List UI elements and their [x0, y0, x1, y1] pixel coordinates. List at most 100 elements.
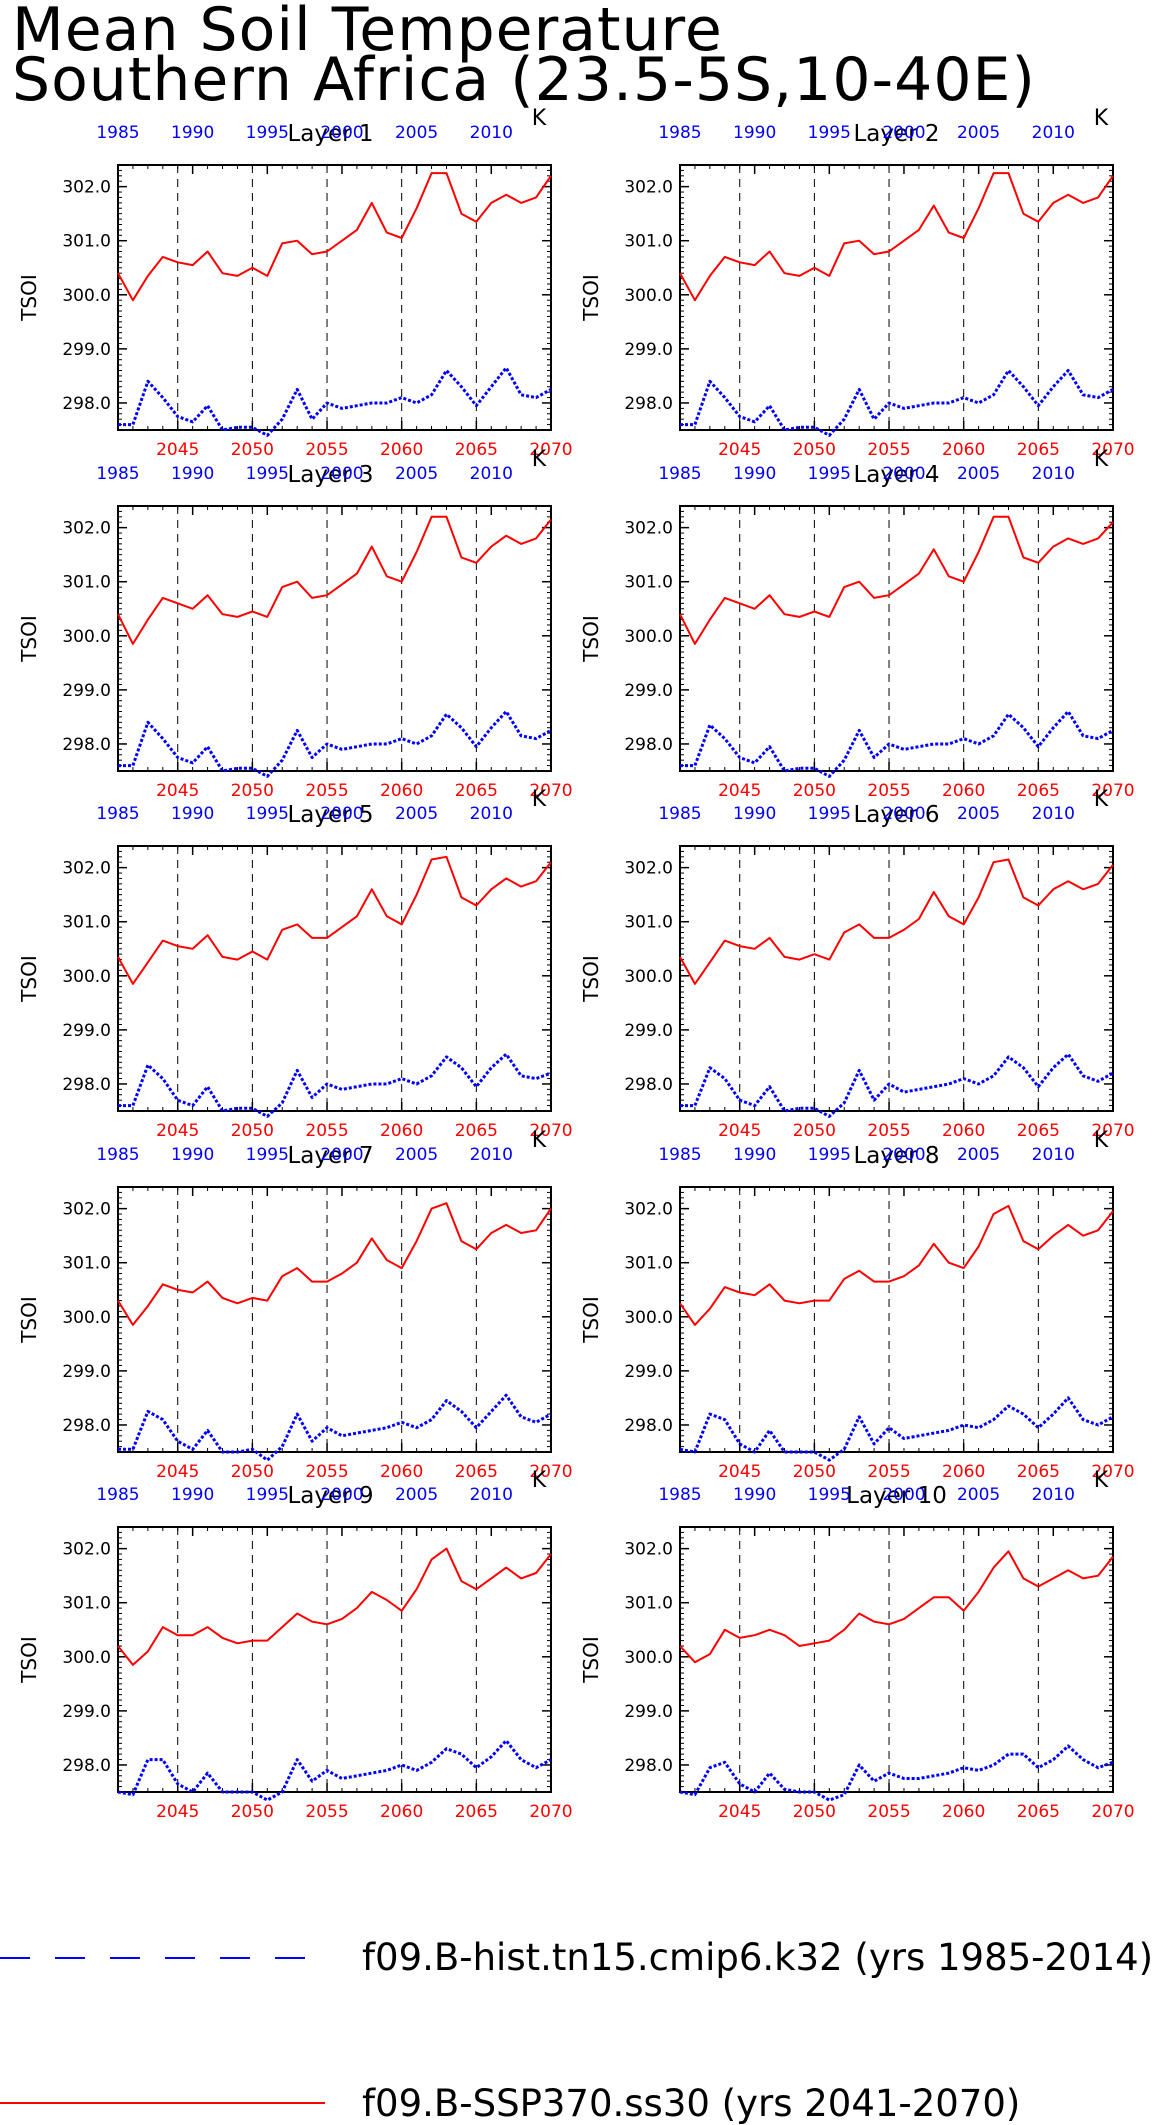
- panel-1-x-tick-label-top: 2010: [470, 123, 513, 143]
- panel-1-y-tick-label: 298.0: [62, 394, 111, 414]
- panel-3-x-tick-label-top: 1990: [171, 464, 214, 484]
- panel-9-series-hist: [117, 1739, 552, 1802]
- panel-10-series-ssp370: [679, 1550, 1114, 1664]
- panel-7-x-tick-label-bottom: 2050: [231, 1462, 274, 1482]
- panel-10-y-tick-label: 298.0: [624, 1756, 673, 1776]
- panel-5-x-tick-label-top: 2005: [395, 804, 438, 824]
- panel-5-y-axis-label: TSOI: [17, 955, 41, 1003]
- panel-6-x-tick-label-top: 2000: [882, 804, 925, 824]
- panel-9-x-tick-label-bottom: 2065: [455, 1802, 498, 1822]
- panel-9-x-tick-label-bottom: 2055: [305, 1802, 348, 1822]
- panel-6-x-tick-label-top: 2010: [1032, 804, 1075, 824]
- panel-10-y-tick-label: 301.0: [624, 1594, 673, 1614]
- panel-10-y-tick-label: 300.0: [624, 1648, 673, 1668]
- panel-3-x-tick-label-top: 2010: [470, 464, 513, 484]
- panel-9-x-tick-label-bottom: 2045: [156, 1802, 199, 1822]
- panel-1-x-tick-label-bottom: 2065: [455, 440, 498, 460]
- panel-7-y-tick-label: 299.0: [62, 1362, 111, 1382]
- panel-4-x-tick-label-top: 1990: [733, 464, 776, 484]
- panel-9-y-tick-label: 301.0: [62, 1594, 111, 1614]
- panel-2-x-tick-label-bottom: 2060: [942, 440, 985, 460]
- panel-10-x-tick-label-bottom: 2070: [1091, 1802, 1134, 1822]
- panel-8-x-tick-label-top: 2000: [882, 1145, 925, 1165]
- panel-10-x-tick-label-bottom: 2045: [718, 1802, 761, 1822]
- panel-3-x-tick-label-top: 1995: [246, 464, 289, 484]
- panel-10-x-tick-label-bottom: 2065: [1017, 1802, 1060, 1822]
- panel-4-y-tick-label: 302.0: [624, 519, 673, 539]
- panel-7-x-tick-label-top: 1990: [171, 1145, 214, 1165]
- panel-4-series-ssp370: [679, 515, 1114, 645]
- panel-9-title: Layer 9: [287, 1483, 373, 1509]
- panel-5-x-tick-label-top: 1990: [171, 804, 214, 824]
- panel-7-x-tick-label-bottom: 2060: [380, 1462, 423, 1482]
- panel-3-x-tick-label-top: 2000: [320, 464, 363, 484]
- panel-2-units-label: K: [1094, 106, 1109, 131]
- panel-8-x-tick-label-top: 2010: [1032, 1145, 1075, 1165]
- panel-3-x-tick-label-top: 1985: [96, 464, 139, 484]
- panel-5-y-tick-label: 301.0: [62, 913, 111, 933]
- panel-5-title: Layer 5: [287, 802, 373, 828]
- panel-4-y-tick-label: 299.0: [624, 681, 673, 701]
- chart-title-line-2: Southern Africa (23.5-5S,10-40E): [12, 45, 1036, 115]
- panel-1-y-tick-label: 301.0: [62, 232, 111, 252]
- panel-6-x-tick-label-top: 1990: [733, 804, 776, 824]
- panel-5-y-tick-label: 302.0: [62, 859, 111, 879]
- panel-2-x-tick-label-top: 1985: [658, 123, 701, 143]
- panel-1-series-ssp370: [117, 172, 552, 302]
- panel-10-x-tick-label-bottom: 2060: [942, 1802, 985, 1822]
- panel-3-frame: [117, 505, 552, 772]
- panel-1-x-tick-label-top: 2000: [320, 123, 363, 143]
- panel-5-x-tick-label-top: 1985: [96, 804, 139, 824]
- panel-1-x-tick-label-bottom: 2055: [305, 440, 348, 460]
- panel-2-x-tick-label-top: 2000: [882, 123, 925, 143]
- panel-3-y-tick-label: 298.0: [62, 735, 111, 755]
- panel-5-x-tick-label-top: 2000: [320, 804, 363, 824]
- panel-5-x-tick-label-bottom: 2060: [380, 1121, 423, 1141]
- panel-9-x-tick-label-top: 2000: [320, 1485, 363, 1505]
- panel-1-units-label: K: [532, 106, 547, 131]
- panel-10-y-tick-label: 302.0: [624, 1540, 673, 1560]
- panel-7-x-tick-label-bottom: 2045: [156, 1462, 199, 1482]
- panel-2-title: Layer 2: [853, 121, 939, 147]
- panel-6-x-tick-label-top: 1985: [658, 804, 701, 824]
- panel-9-series-ssp370: [117, 1547, 552, 1666]
- panel-5-x-tick-label-top: 1995: [246, 804, 289, 824]
- panel-6-title: Layer 6: [853, 802, 939, 828]
- panel-4-frame: [679, 505, 1114, 772]
- panel-1-series-hist: [118, 366, 552, 437]
- panel-6-x-tick-label-bottom: 2045: [718, 1121, 761, 1141]
- panel-10-frame: [679, 1526, 1114, 1793]
- panel-1-y-tick-label: 300.0: [62, 286, 111, 306]
- panel-9-x-tick-label-bottom: 2050: [231, 1802, 274, 1822]
- panel-9-x-tick-label-bottom: 2070: [529, 1802, 572, 1822]
- panel-1-y-axis-label: TSOI: [17, 274, 41, 322]
- panel-8-title: Layer 8: [853, 1143, 939, 1169]
- panel-6-y-tick-label: 301.0: [624, 913, 673, 933]
- panel-3-x-tick-label-bottom: 2065: [455, 781, 498, 801]
- panel-4-title: Layer 4: [853, 462, 939, 488]
- panel-10-x-tick-label-top: 1985: [658, 1485, 701, 1505]
- panel-4-x-tick-label-bottom: 2050: [793, 781, 836, 801]
- panel-2-y-tick-label: 302.0: [624, 178, 673, 198]
- panel-1-x-tick-label-bottom: 2050: [231, 440, 274, 460]
- panel-8-x-tick-label-top: 1990: [733, 1145, 776, 1165]
- panel-2-y-tick-label: 301.0: [624, 232, 673, 252]
- panel-2-x-tick-label-top: 1995: [808, 123, 851, 143]
- panel-4-x-tick-label-top: 1995: [808, 464, 851, 484]
- panel-4-y-tick-label: 298.0: [624, 735, 673, 755]
- panel-5-x-tick-label-bottom: 2065: [455, 1121, 498, 1141]
- panel-5-units-label: K: [532, 787, 547, 812]
- panel-7-series-ssp370: [117, 1202, 552, 1326]
- panel-9-frame: [117, 1526, 552, 1793]
- panel-7-y-tick-label: 300.0: [62, 1308, 111, 1328]
- panel-9-y-tick-label: 298.0: [62, 1756, 111, 1776]
- panel-4-y-tick-label: 300.0: [624, 627, 673, 647]
- panel-7-title: Layer 7: [287, 1143, 373, 1169]
- panel-3-x-tick-label-bottom: 2070: [529, 781, 572, 801]
- panel-4-x-tick-label-top: 1985: [658, 464, 701, 484]
- panel-4-x-tick-label-top: 2005: [957, 464, 1000, 484]
- panel-9-y-axis-label: TSOI: [17, 1636, 41, 1684]
- panel-3-x-tick-label-bottom: 2045: [156, 781, 199, 801]
- panel-3-y-tick-label: 300.0: [62, 627, 111, 647]
- panel-7-x-tick-label-top: 1985: [96, 1145, 139, 1165]
